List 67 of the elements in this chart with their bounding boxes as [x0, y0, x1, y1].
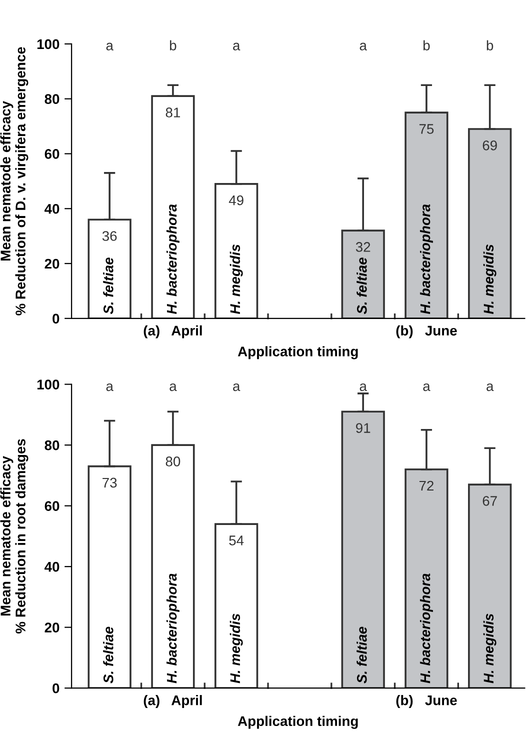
annotation: a	[170, 383, 177, 392]
annotation: b	[486, 40, 494, 50]
y-tick-label: 0	[52, 683, 60, 694]
x-tick-label: H. bacteriophora	[166, 574, 180, 684]
annotation: a	[360, 383, 367, 392]
x-axis-title: Application timing	[238, 716, 358, 729]
annotation: a	[233, 42, 240, 50]
x-tick-label: H. megidis	[230, 614, 243, 684]
x-tick-label: S. feltiae	[103, 626, 114, 684]
y-tick-label: 80	[44, 94, 60, 104]
text: (a) April	[144, 695, 202, 708]
data-label: 80	[166, 456, 180, 466]
x-tick-label: H. megidis	[483, 244, 496, 314]
y-tick-label: 0	[52, 314, 60, 324]
bar	[468, 484, 512, 688]
data-label: 49	[228, 195, 244, 206]
data-label: 73	[102, 478, 117, 488]
bar	[151, 95, 195, 318]
x-axis-title: Application timing	[238, 346, 358, 360]
annotation: a	[423, 383, 430, 392]
data-label: 54	[229, 536, 244, 546]
annotation: a	[106, 383, 114, 392]
y-tick-label: 100	[37, 380, 60, 390]
y-axis-title: Mean nematode efficacy % Reduction of D. v. virgifera emergence	[0, 47, 28, 316]
data-label: 36	[102, 231, 117, 241]
bar	[214, 523, 258, 688]
y-tick-label: 20	[44, 622, 60, 632]
bar	[151, 444, 195, 688]
data-label: 81	[166, 108, 180, 118]
y-tick-label: 60	[44, 149, 60, 159]
text: (a) April	[144, 325, 202, 338]
data-label: 69	[482, 140, 497, 150]
y-tick-label: 80	[44, 440, 60, 450]
y-tick-label: 60	[44, 501, 60, 511]
annotation: a	[106, 42, 114, 50]
annotation: a	[486, 383, 494, 392]
annotation: a	[233, 383, 240, 392]
bar	[341, 410, 385, 688]
text: (b) June	[396, 695, 457, 708]
text: (b) June	[396, 325, 457, 338]
y-tick-label: 40	[44, 204, 60, 214]
data-label: 32	[356, 242, 370, 252]
bar	[341, 230, 385, 318]
x-tick-label: H. bacteriophora	[166, 204, 180, 314]
x-tick-label: H. megidis	[230, 244, 243, 314]
bar	[468, 128, 512, 318]
x-tick-label: H. bacteriophora	[420, 204, 433, 314]
y-tick-label: 100	[37, 39, 60, 50]
y-tick-label: 20	[44, 258, 60, 269]
bar	[404, 112, 448, 318]
annotation: a	[360, 42, 367, 50]
data-label: 75	[419, 124, 434, 134]
y-tick-label: 40	[44, 562, 60, 572]
data-label: 67	[482, 496, 497, 506]
y-axis-title: Mean nematode efficacy % Reduction in root damages	[0, 439, 28, 634]
x-tick-label: S. feltiae	[356, 626, 367, 684]
bar	[88, 218, 132, 318]
bar	[404, 468, 448, 688]
data-label: 72	[419, 480, 434, 491]
x-tick-label: H. megidis	[483, 614, 496, 684]
x-tick-label: H. bacteriophora	[420, 574, 433, 684]
data-label: 91	[356, 423, 370, 433]
x-tick-label: S. feltiae	[103, 258, 114, 314]
annotation: b	[424, 40, 430, 50]
bar	[214, 183, 258, 318]
annotation: b	[170, 40, 176, 50]
x-tick-label: S. feltiae	[356, 258, 367, 314]
